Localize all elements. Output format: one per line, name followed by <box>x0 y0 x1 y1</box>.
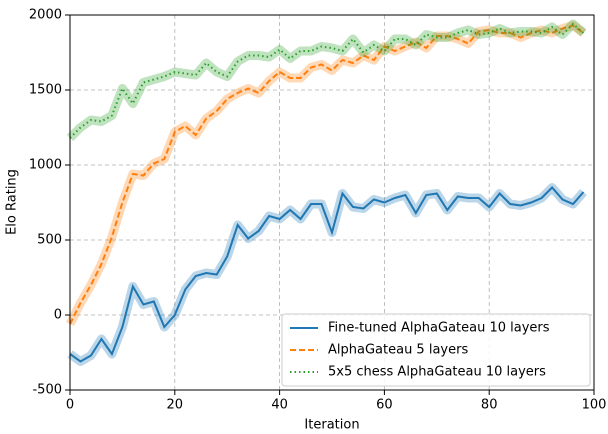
line <box>69 24 585 325</box>
x-tick-label: 40 <box>271 398 288 413</box>
confidence-band <box>65 21 587 327</box>
legend-label: AlphaGateau 5 layers <box>328 343 468 358</box>
y-tick-label: 2000 <box>29 8 62 23</box>
plot-frame <box>69 14 595 391</box>
legend-label: Fine-tuned AlphaGateau 10 layers <box>328 321 550 336</box>
x-axis-label: Iteration <box>304 418 359 433</box>
legend-label: 5x5 chess AlphaGateau 10 layers <box>328 365 546 380</box>
y-tick-label: -500 <box>32 383 62 398</box>
y-tick-label: 1000 <box>29 158 62 173</box>
legend: Fine-tuned AlphaGateau 10 layers AlphaGat… <box>281 313 591 387</box>
x-tick-label: 0 <box>66 398 74 413</box>
x-tick-label: 20 <box>167 398 184 413</box>
y-tick-label: 1500 <box>29 83 62 98</box>
line <box>69 186 585 363</box>
x-tick-label: 100 <box>582 398 607 413</box>
legend-box <box>281 313 591 387</box>
y-tick-label: 500 <box>37 233 62 248</box>
x-tick-label: 80 <box>481 398 498 413</box>
y-axis-label: Elo Rating <box>5 169 20 235</box>
confidence-band <box>66 19 587 142</box>
x-tick-label: 60 <box>376 398 393 413</box>
y-tick-label: 0 <box>54 308 62 323</box>
